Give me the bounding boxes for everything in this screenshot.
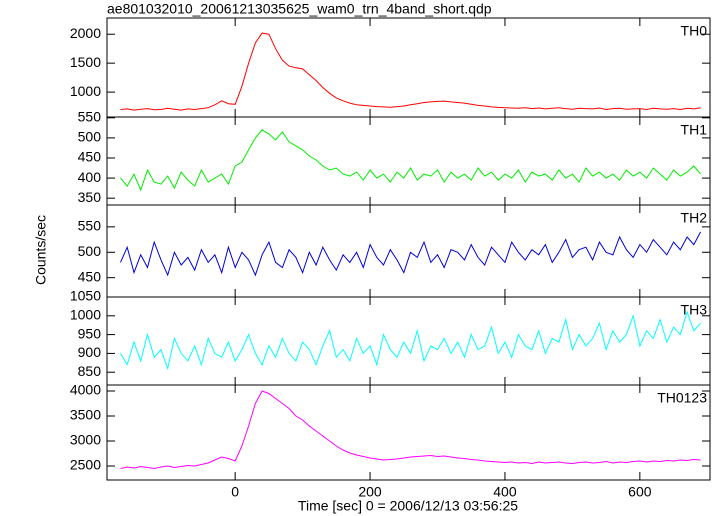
y-tick-label: 500 <box>78 243 102 259</box>
y-tick-label: 1000 <box>70 307 101 323</box>
x-tick-label: 400 <box>493 484 517 500</box>
panel-label: TH2 <box>681 210 708 226</box>
panel-label: TH1 <box>681 122 708 138</box>
chart-title: ae801032010_20061213035625_wam0_trn_4ban… <box>107 1 492 17</box>
panel-frame <box>106 17 711 118</box>
y-tick-label: 350 <box>78 189 102 205</box>
series-line <box>120 390 701 470</box>
panel-frame <box>106 204 711 298</box>
y-tick-label: 2500 <box>70 457 101 473</box>
y-tick-label: 3500 <box>70 407 101 423</box>
y-tick-label: 500 <box>78 129 102 145</box>
series-line <box>120 231 702 277</box>
y-tick-label: 550 <box>78 109 102 125</box>
y-tick-label: 400 <box>78 169 102 185</box>
x-axis-label: Time [sec] 0 = 2006/12/13 03:56:25 <box>298 498 518 514</box>
series-line <box>120 129 701 192</box>
x-tick-label: 0 <box>231 484 239 500</box>
y-tick-label: 550 <box>78 218 102 234</box>
series-line <box>120 32 701 111</box>
panel-label: TH3 <box>681 302 708 318</box>
y-tick-label: 450 <box>78 149 102 165</box>
y-tick-label: 3000 <box>70 432 101 448</box>
y-tick-label: 850 <box>78 363 102 379</box>
x-tick-label: 200 <box>358 484 382 500</box>
y-tick-label: 1000 <box>70 83 101 99</box>
x-tick-label: 600 <box>628 484 652 500</box>
y-tick-label: 450 <box>78 268 102 284</box>
panel-frame <box>106 384 711 481</box>
y-axis-label: Counts/sec <box>33 215 49 285</box>
y-tick-label: 1500 <box>70 54 101 70</box>
panel-frame <box>106 296 711 386</box>
y-tick-label: 2000 <box>70 25 101 41</box>
panel-frame <box>106 116 711 206</box>
series-line <box>120 310 701 371</box>
y-tick-label: 900 <box>78 344 102 360</box>
y-tick-label: 950 <box>78 325 102 341</box>
panel-label: TH0 <box>681 23 708 39</box>
panel-label: TH0123 <box>657 390 707 406</box>
y-tick-label: 1050 <box>70 288 101 304</box>
y-tick-label: 4000 <box>70 382 101 398</box>
